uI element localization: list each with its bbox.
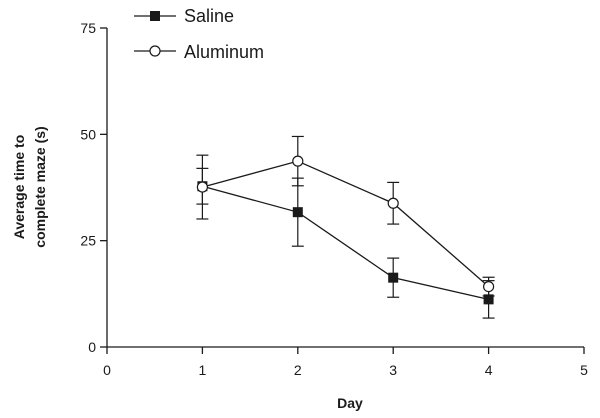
x-axis-title: Day [337, 395, 363, 411]
legend-marker-saline [150, 11, 160, 21]
legend-marker-aluminum [149, 45, 161, 57]
y-tick-label: 25 [80, 233, 96, 249]
legend-label-saline: Saline [184, 6, 234, 26]
x-tick-label: 1 [199, 362, 207, 378]
y-tick-label: 75 [80, 20, 96, 36]
x-tick-label: 5 [580, 362, 588, 378]
data-point-saline [388, 272, 399, 283]
x-axis: 0 1 2 3 4 5 [103, 346, 588, 378]
legend-item-saline: Saline [134, 6, 234, 26]
data-point-saline [483, 294, 494, 305]
x-ticks: 0 1 2 3 4 5 [103, 347, 588, 378]
series-saline [196, 167, 495, 319]
y-tick-label: 50 [80, 126, 96, 142]
series-line-aluminum [202, 160, 490, 288]
legend: Saline Aluminum [134, 6, 264, 62]
data-point-aluminum [387, 197, 399, 209]
x-tick-label: 0 [103, 362, 111, 378]
x-tick-label: 4 [485, 362, 493, 378]
series-aluminum [196, 135, 495, 297]
x-tick-label: 3 [389, 362, 397, 378]
legend-label-aluminum: Aluminum [184, 42, 264, 62]
data-point-aluminum [292, 155, 304, 167]
y-ticks: 0 25 50 75 [80, 20, 107, 355]
x-tick-label: 2 [294, 362, 302, 378]
y-axis-title: Average time to complete maze (s) [11, 126, 48, 247]
y-axis-title-line-2: complete maze (s) [32, 126, 48, 247]
data-point-aluminum [196, 181, 208, 193]
y-tick-label: 0 [88, 339, 96, 355]
legend-item-aluminum: Aluminum [134, 42, 264, 62]
y-axis-title-line-1: Average time to [11, 135, 27, 240]
series-line-saline [202, 185, 489, 300]
data-point-aluminum [483, 281, 495, 293]
data-point-saline [292, 207, 303, 218]
y-axis: 0 25 50 75 [80, 20, 108, 355]
plot-area [196, 135, 495, 319]
